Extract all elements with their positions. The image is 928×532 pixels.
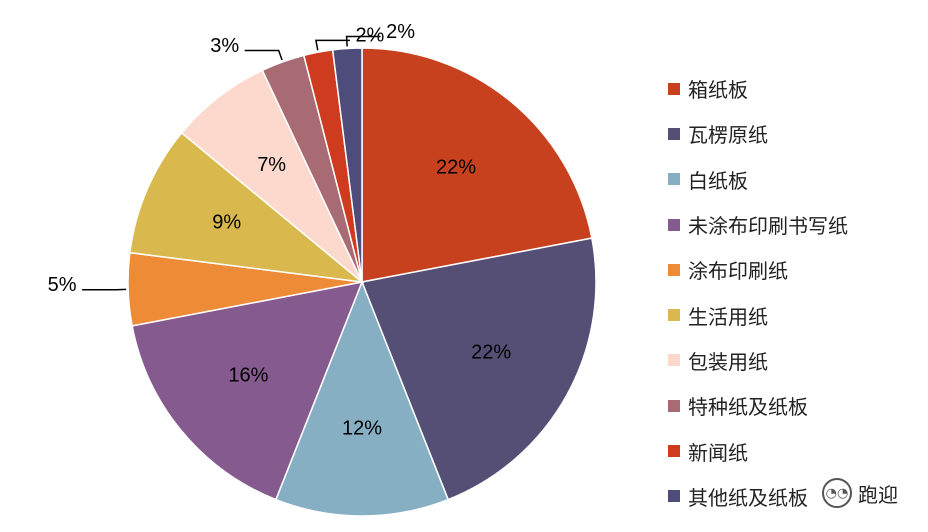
slice-label: 22%	[471, 341, 511, 363]
slice-label: 7%	[257, 154, 286, 176]
slice-label: 9%	[212, 212, 241, 234]
legend-label: 其他纸及纸板	[688, 485, 808, 510]
legend-item: 瓦楞原纸	[668, 111, 848, 156]
legend-item: 其他纸及纸板	[668, 474, 848, 519]
pie-slice	[331, 47, 363, 283]
pie-slice	[361, 47, 593, 283]
legend-item: 特种纸及纸板	[668, 383, 848, 428]
legend-label: 特种纸及纸板	[688, 395, 808, 420]
legend-item: 生活用纸	[668, 292, 848, 337]
legend: 箱纸板瓦楞原纸白纸板未涂布印刷书写纸 涂布印刷纸生活用纸包装用纸特种纸及纸板 新闻纸…	[668, 66, 848, 519]
legend-item: 箱纸板	[668, 66, 848, 111]
legend-item: 未涂布印刷书写纸	[668, 202, 848, 247]
legend-label: 生活用纸	[688, 304, 768, 329]
legend-label: 包装用纸	[688, 349, 768, 374]
legend-label: 白纸板	[688, 168, 748, 193]
legend-item: 包装用纸	[668, 338, 848, 383]
legend-label: 涂布印刷纸	[688, 259, 788, 284]
slice-label: 2%	[386, 21, 415, 43]
leader-line	[345, 35, 381, 47]
legend-swatch	[668, 490, 680, 503]
legend-label: 未涂布印刷书写纸	[688, 214, 848, 239]
slice-label: 16%	[228, 364, 268, 386]
legend-item: 涂布印刷纸	[668, 247, 848, 292]
legend-swatch	[668, 127, 680, 140]
slice-label: 22%	[436, 157, 476, 179]
legend-swatch	[668, 309, 680, 322]
legend-label: 新闻纸	[688, 440, 748, 465]
legend-swatch	[668, 354, 680, 367]
slice-label: 2%	[355, 25, 384, 47]
pie-slice	[129, 131, 365, 284]
legend-item: 白纸板	[668, 157, 848, 202]
pie-slice	[274, 279, 450, 517]
leader-line	[244, 49, 283, 61]
watermark: ◔◔ 跑迎	[822, 478, 898, 508]
pie-slice	[180, 69, 363, 283]
wechat-icon: ◔◔	[822, 478, 852, 508]
legend-label: 瓦楞原纸	[688, 123, 768, 148]
legend-item: 新闻纸	[668, 428, 848, 473]
legend-swatch	[668, 399, 680, 412]
legend-label: 箱纸板	[688, 78, 748, 103]
pie-slice	[131, 281, 364, 501]
legend-swatch	[668, 218, 680, 231]
legend-swatch	[668, 445, 680, 458]
legend-swatch	[668, 173, 680, 186]
slice-label: 5%	[48, 274, 77, 296]
slice-label: 12%	[342, 418, 382, 440]
slice-label: 3%	[210, 35, 239, 57]
pie-slice	[360, 237, 597, 501]
legend-swatch	[668, 82, 680, 95]
watermark-text: 跑迎	[858, 482, 898, 507]
leader-line	[314, 39, 350, 51]
legend-swatch	[668, 263, 680, 276]
